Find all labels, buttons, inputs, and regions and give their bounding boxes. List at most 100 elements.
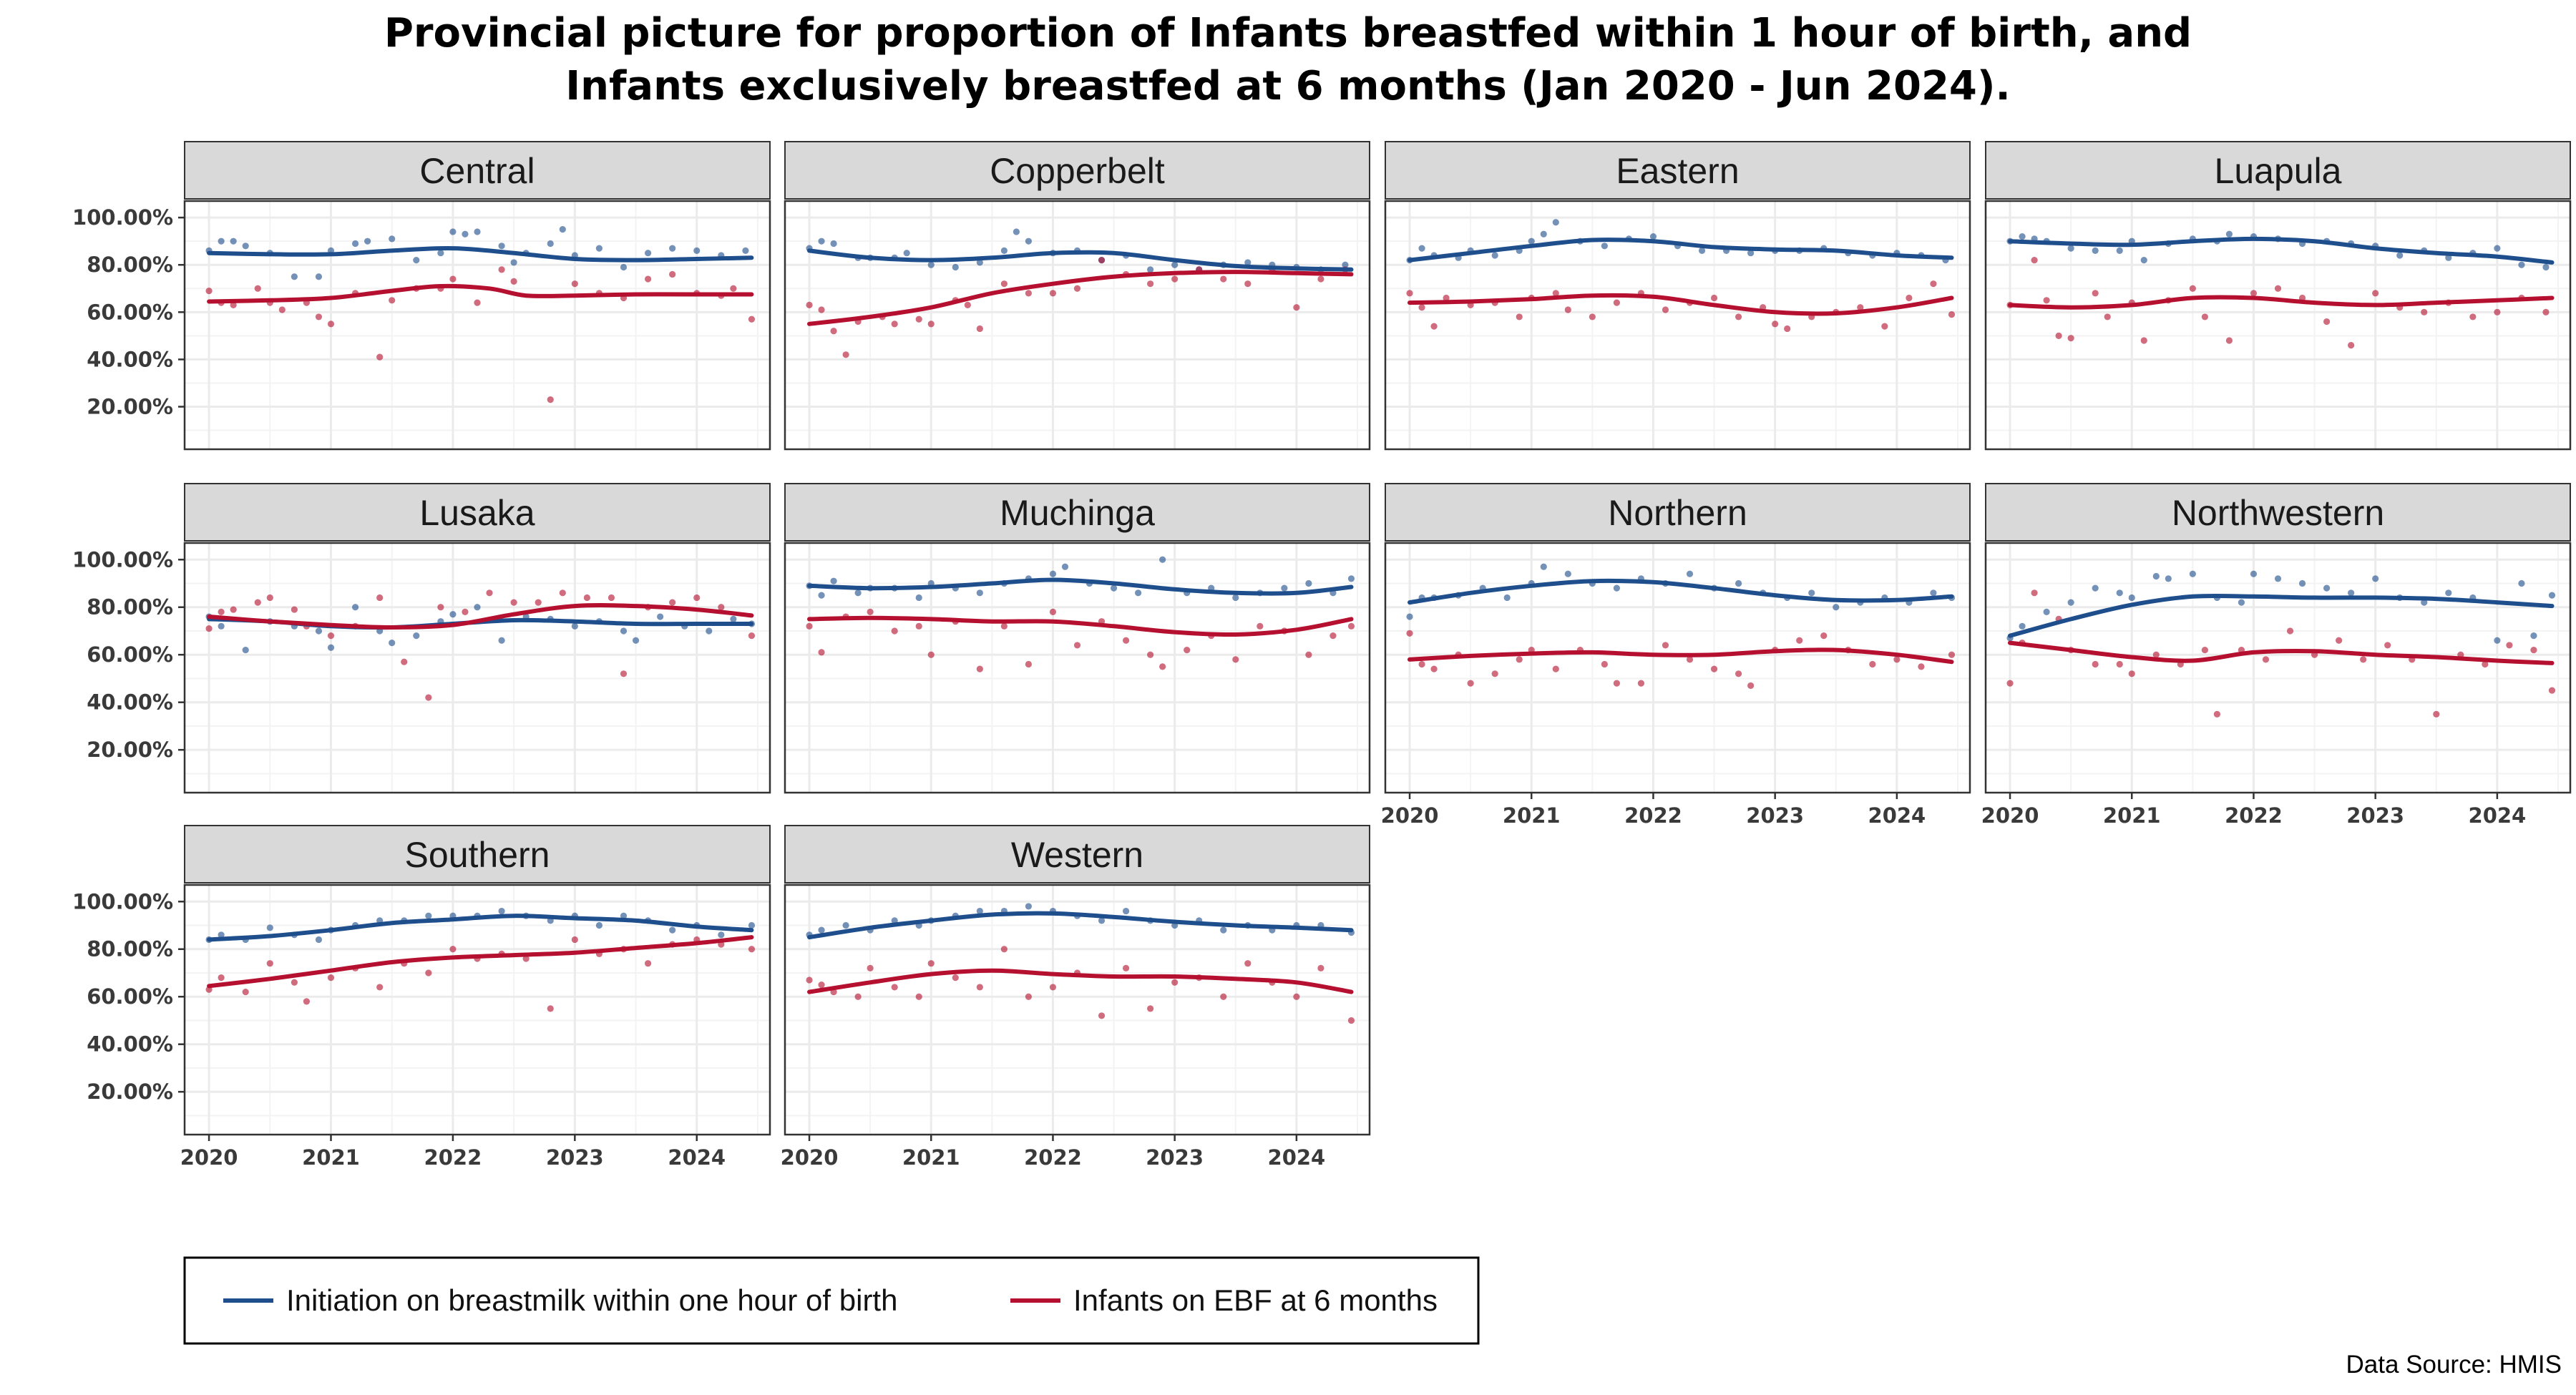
ebf-point	[748, 316, 755, 323]
strip-label-muchinga: Muchinga	[1000, 493, 1155, 533]
ebf-point	[2141, 337, 2147, 343]
ebf-point	[916, 994, 922, 1000]
ebf-point	[376, 354, 383, 361]
ebf-point	[2287, 627, 2293, 634]
initiation-point	[2494, 245, 2500, 251]
ebf-point	[1430, 323, 1437, 330]
panel-lusaka: Lusaka20.00%40.00%60.00%80.00%100.00%	[72, 484, 770, 793]
initiation-point	[243, 243, 249, 249]
strip-label-northern: Northern	[1608, 493, 1747, 533]
initiation-point	[316, 273, 322, 280]
ebf-point	[2323, 318, 2330, 325]
strip-label-western: Western	[1011, 835, 1143, 875]
initiation-point	[498, 243, 504, 249]
strip-label-central: Central	[419, 151, 535, 191]
initiation-point	[916, 594, 922, 601]
initiation-point	[2044, 609, 2050, 615]
initiation-point	[474, 604, 480, 610]
x-tick-label: 2023	[2346, 803, 2404, 828]
initiation-point	[1123, 908, 1129, 914]
ebf-point	[1348, 1017, 1355, 1024]
y-tick-label: 20.00%	[87, 395, 173, 419]
ebf-point	[645, 275, 651, 282]
ebf-point	[2275, 285, 2281, 292]
ebf-point	[474, 300, 480, 306]
initiation-point	[2549, 592, 2555, 599]
panel-central: Central20.00%40.00%60.00%80.00%100.00%	[72, 142, 770, 449]
ebf-point	[818, 306, 824, 313]
initiation-point	[620, 627, 627, 634]
ebf-point	[693, 594, 700, 601]
panel-northwestern: Northwestern2020 2021 2022 2023 2024	[1981, 484, 2570, 828]
data-source-caption: Data Source: HMIS	[2346, 1351, 2562, 1379]
ebf-point	[977, 666, 983, 672]
ebf-point	[1050, 290, 1056, 296]
initiation-point	[437, 250, 444, 256]
ebf-point	[2056, 333, 2062, 339]
y-tick-label: 80.00%	[87, 595, 173, 620]
ebf-point	[2129, 670, 2135, 677]
initiation-point	[2445, 589, 2451, 596]
legend-item-initiation: Initiation on breastmilk within one hour…	[223, 1283, 897, 1317]
ebf-point	[2384, 642, 2391, 648]
initiation-point	[425, 913, 431, 919]
ebf-point	[1614, 680, 1620, 687]
ebf-point	[1220, 275, 1226, 282]
initiation-point	[2299, 580, 2306, 587]
initiation-point	[1062, 564, 1068, 570]
ebf-point	[1098, 1012, 1105, 1019]
ebf-point	[1565, 306, 1571, 313]
ebf-point	[748, 632, 755, 639]
x-tick-label: 2023	[1146, 1145, 1204, 1170]
ebf-point	[928, 320, 935, 327]
ebf-point	[1074, 285, 1080, 292]
panel-bg-lusaka	[185, 543, 770, 793]
initiation-point	[2068, 599, 2074, 605]
ebf-point	[2494, 309, 2500, 315]
ebf-point	[806, 623, 812, 630]
ebf-point	[1305, 652, 1312, 658]
panel-muchinga: Muchinga	[785, 484, 1370, 793]
ebf-point	[2360, 656, 2366, 662]
initiation-point	[1541, 564, 1547, 570]
ebf-point	[928, 960, 935, 966]
ebf-point	[867, 965, 874, 971]
ebf-point	[511, 278, 517, 285]
ebf-point	[1820, 632, 1827, 639]
panel-eastern: Eastern	[1385, 142, 1970, 449]
initiation-point	[413, 257, 419, 263]
ebf-point	[1418, 304, 1425, 310]
ebf-point	[928, 652, 935, 658]
ebf-point	[1001, 946, 1008, 952]
ebf-point	[267, 960, 273, 966]
ebf-point	[584, 594, 590, 601]
initiation-point	[1504, 594, 1511, 601]
initiation-point	[1135, 589, 1141, 596]
ebf-point	[977, 984, 983, 990]
ebf-point	[1025, 290, 1032, 296]
initiation-point	[2518, 580, 2524, 587]
ebf-point	[2250, 290, 2257, 296]
ebf-point	[316, 313, 322, 320]
strip-label-eastern: Eastern	[1616, 151, 1739, 191]
initiation-point	[2019, 623, 2025, 630]
y-tick-label: 60.00%	[87, 984, 173, 1009]
ebf-point	[1244, 960, 1251, 966]
initiation-point	[2396, 252, 2403, 258]
y-tick-label: 60.00%	[87, 300, 173, 324]
initiation-point	[645, 250, 651, 256]
ebf-point	[2348, 342, 2354, 348]
initiation-point	[1159, 557, 1166, 563]
initiation-point	[218, 623, 225, 630]
ebf-point	[1553, 666, 1559, 672]
initiation-point	[1281, 585, 1287, 592]
initiation-point	[1650, 233, 1657, 240]
initiation-point	[1305, 580, 1312, 587]
ebf-point	[328, 320, 334, 327]
initiation-point	[669, 245, 675, 251]
strip-label-southern: Southern	[405, 835, 550, 875]
ebf-point	[486, 589, 492, 596]
ebf-point	[328, 974, 334, 981]
initiation-point	[2518, 262, 2524, 268]
